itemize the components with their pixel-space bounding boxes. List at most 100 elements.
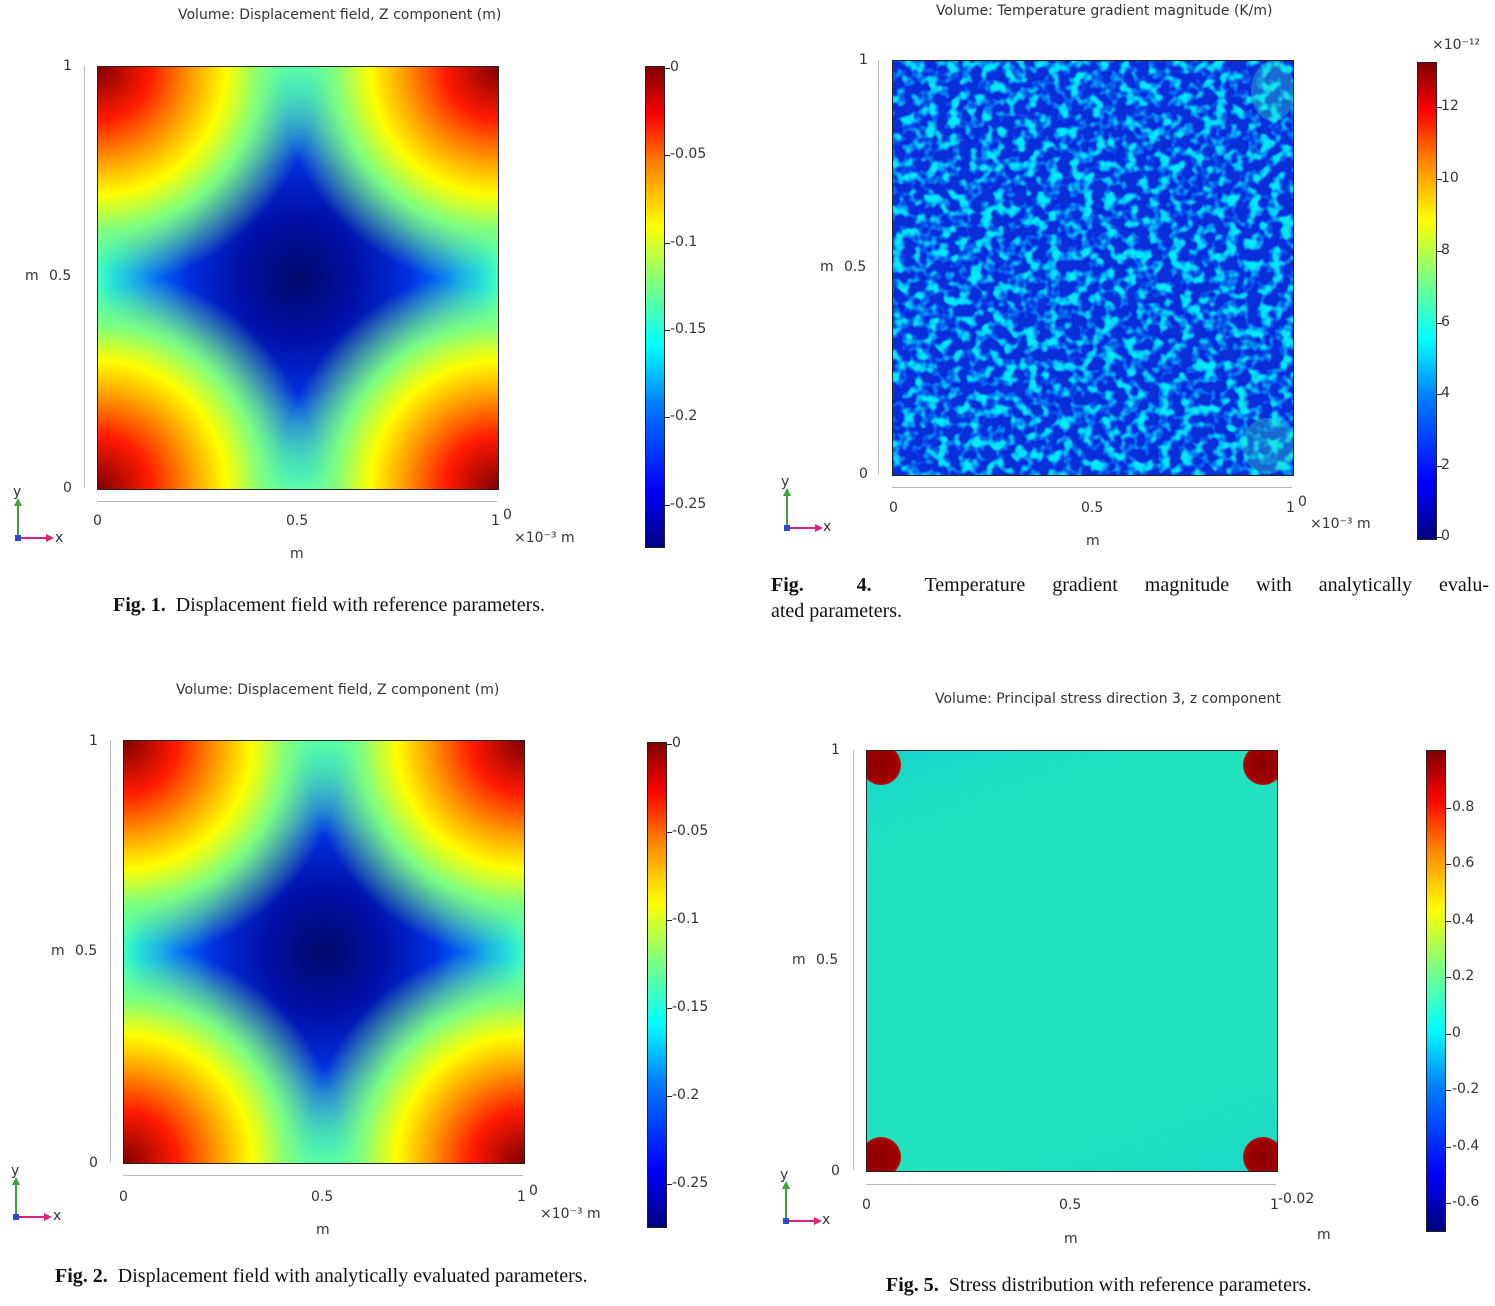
colorbar-tick: -0.2 — [1452, 1081, 1480, 1097]
y-axis-line — [853, 750, 854, 1170]
colorbar-tick: -0.25 — [670, 496, 707, 512]
triad-x-label: x — [822, 1212, 831, 1228]
figure-caption: Fig. 5. Stress distribution with referen… — [886, 1274, 1311, 1297]
triad-y-label: y — [781, 474, 790, 490]
colorbar-tick: -0.2 — [672, 1087, 700, 1103]
x-unit: m — [316, 1222, 330, 1238]
y-unit: m — [25, 268, 39, 284]
stress-concentration — [1243, 1137, 1277, 1171]
stress-concentration — [867, 1137, 901, 1171]
plot-title: Volume: Displacement field, Z component … — [178, 7, 502, 23]
y-tick: 0.5 — [844, 259, 867, 275]
figure-4: Volume: Temperature gradient magnitude (… — [740, 0, 1495, 640]
axis-triad-icon — [782, 1181, 822, 1225]
x-tick: 0.5 — [311, 1189, 334, 1205]
colorbar-tick: -0.1 — [670, 234, 698, 250]
caption-text-line2: ated parameters. — [771, 600, 903, 622]
x-tick: 1 — [517, 1189, 526, 1205]
y-tick: 1 — [89, 733, 98, 749]
x-unit: m — [1064, 1231, 1078, 1247]
displacement-plot — [123, 740, 525, 1164]
stress-direction-plot — [866, 750, 1278, 1172]
extra-unit: m — [1317, 1227, 1331, 1243]
caption-label: Fig. 1. — [113, 594, 166, 616]
y-tick: 1 — [859, 52, 868, 68]
colorbar-tick: 12 — [1441, 98, 1459, 114]
colorbar-tick: 8 — [1441, 242, 1450, 258]
triad-y-label: y — [13, 484, 22, 500]
figure-1: Volume: Displacement field, Z component … — [0, 0, 740, 640]
y-tick: 0 — [859, 466, 868, 482]
triad-x-label: x — [53, 1208, 62, 1224]
colorbar-tick: 0.4 — [1452, 912, 1475, 928]
caption-text-line1: Temperature gradient magnitude with anal… — [924, 574, 1489, 596]
x-tick-extra: 0 — [503, 507, 512, 523]
colorbar-tick: 0.8 — [1452, 799, 1475, 815]
y-tick: 1 — [831, 742, 840, 758]
colorbar-tick: 6 — [1441, 314, 1450, 330]
colorbar-tick: -0.4 — [1452, 1138, 1480, 1154]
colorbar — [647, 742, 672, 1228]
caption-label: Fig. 5. — [886, 1274, 939, 1296]
colorbar-tick: 2 — [1441, 457, 1450, 473]
x-tick: 0.5 — [1059, 1197, 1082, 1213]
x-tick: 0.5 — [286, 513, 309, 529]
x-tick: 1 — [1286, 500, 1295, 516]
x-tick: 0 — [119, 1189, 128, 1205]
caption-text: Displacement field with analytically eva… — [117, 1265, 588, 1287]
y-axis-line — [878, 60, 879, 474]
figure-2: Volume: Displacement field, Z component … — [0, 670, 740, 1306]
colorbar-tick: 0.6 — [1452, 855, 1475, 871]
x-unit: m — [290, 546, 304, 562]
triad-x-label: x — [55, 530, 64, 546]
colorbar-tick: -0.15 — [670, 321, 707, 337]
axis-triad-icon — [783, 488, 823, 532]
y-tick: 0.5 — [49, 268, 72, 284]
axis-triad-icon — [12, 1177, 52, 1221]
caption-number: 4. — [856, 574, 872, 596]
colorbar-tick: 0.2 — [1452, 968, 1475, 984]
x-scale: ×10⁻³ m — [514, 530, 575, 546]
colorbar — [1417, 62, 1442, 540]
y-unit: m — [792, 952, 806, 968]
x-tick: 1 — [1270, 1197, 1279, 1213]
plot-title: Volume: Displacement field, Z component … — [176, 682, 500, 698]
x-tick: 0.5 — [1081, 500, 1104, 516]
y-unit: m — [51, 943, 65, 959]
colorbar-tick: 4 — [1441, 385, 1450, 401]
x-scale: ×10⁻³ m — [1310, 516, 1371, 532]
colorbar-tick: -0.15 — [672, 999, 709, 1015]
y-tick: 0 — [831, 1163, 840, 1179]
y-axis-line — [110, 740, 111, 1162]
x-tick-extra: -0.02 — [1278, 1191, 1315, 1207]
colorbar-tick: 10 — [1441, 170, 1459, 186]
caption-text: Displacement field with reference parame… — [175, 594, 546, 616]
triad-x-label: x — [823, 519, 832, 535]
triad-y-label: y — [780, 1167, 789, 1183]
y-tick: 0 — [63, 480, 72, 496]
colorbar-tick: 0 — [672, 735, 681, 751]
triad-y-label: y — [11, 1163, 20, 1179]
y-axis-line — [84, 66, 85, 488]
colorbar-tick: -0.2 — [670, 408, 698, 424]
x-tick: 0 — [93, 513, 102, 529]
x-unit: m — [1086, 533, 1100, 549]
plot-title: Volume: Principal stress direction 3, z … — [935, 691, 1281, 707]
x-axis-line — [123, 1175, 523, 1176]
colorbar-tick: -0.05 — [672, 823, 709, 839]
figure-caption: Fig. 2. Displacement field with analytic… — [55, 1265, 588, 1288]
plot-title: Volume: Temperature gradient magnitude (… — [936, 3, 1273, 19]
figure-5: Volume: Principal stress direction 3, z … — [740, 670, 1495, 1306]
x-axis-line — [892, 487, 1292, 488]
x-tick-extra: 0 — [529, 1183, 538, 1199]
caption-text: Stress distribution with reference param… — [948, 1274, 1312, 1296]
caption-label: Fig. — [771, 574, 804, 596]
axis-triad-icon — [14, 498, 54, 542]
colorbar — [645, 66, 670, 548]
x-tick-extra: 0 — [1298, 494, 1307, 510]
y-unit: m — [820, 259, 834, 275]
colorbar-tick: 0 — [1441, 528, 1450, 544]
caption-label: Fig. 2. — [55, 1265, 108, 1287]
x-axis-line — [866, 1184, 1276, 1185]
figure-caption: Fig. 1. Displacement field with referenc… — [113, 594, 545, 617]
